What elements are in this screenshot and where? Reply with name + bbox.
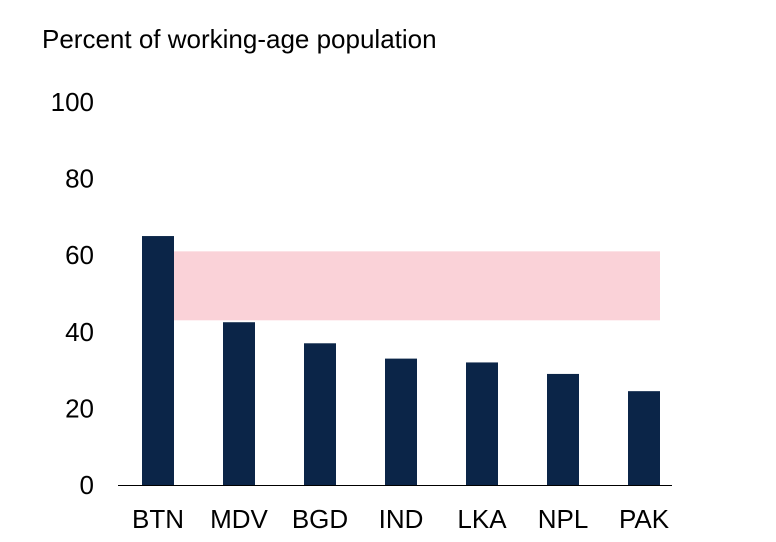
x-tick-label-bgd: BGD bbox=[292, 504, 348, 534]
shaded-band bbox=[174, 251, 660, 321]
y-tick-label-80: 80 bbox=[65, 164, 94, 194]
bar-npl bbox=[547, 373, 579, 485]
bar-mdv bbox=[223, 322, 255, 485]
y-tick-label-100: 100 bbox=[51, 87, 94, 117]
bars-layer bbox=[142, 236, 660, 485]
bar-pak bbox=[628, 391, 660, 485]
shaded-band-layer bbox=[174, 251, 660, 321]
y-tick-label-20: 20 bbox=[65, 393, 94, 423]
x-tick-label-ind: IND bbox=[379, 504, 424, 534]
y-tick-label-60: 60 bbox=[65, 240, 94, 270]
y-tick-label-0: 0 bbox=[80, 470, 94, 500]
x-tick-label-mdv: MDV bbox=[210, 504, 268, 534]
bar-lka bbox=[466, 362, 498, 485]
x-tick-label-npl: NPL bbox=[538, 504, 589, 534]
x-axis-ticks: BTN MDV BGD IND LKA NPL PAK bbox=[132, 504, 670, 534]
chart-subtitle: Percent of working-age population bbox=[42, 24, 437, 54]
x-tick-label-pak: PAK bbox=[619, 504, 670, 534]
x-tick-label-btn: BTN bbox=[132, 504, 184, 534]
y-axis-ticks: 0 20 40 60 80 100 bbox=[51, 87, 94, 500]
bar-btn bbox=[142, 236, 174, 485]
y-tick-label-40: 40 bbox=[65, 317, 94, 347]
bar-bgd bbox=[304, 343, 336, 485]
x-tick-label-lka: LKA bbox=[457, 504, 507, 534]
bar-ind bbox=[385, 358, 417, 485]
